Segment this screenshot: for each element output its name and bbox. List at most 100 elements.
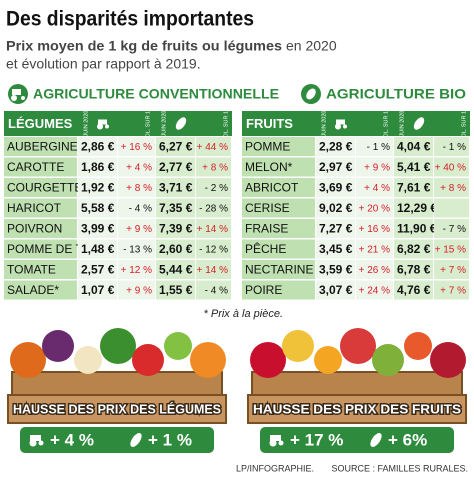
table-cell (316, 260, 355, 279)
table-cell (4, 239, 77, 259)
price: 11,90 € (397, 221, 437, 235)
price: 2,57 € (81, 262, 115, 276)
table-cell (356, 178, 393, 197)
evolution: - 4 % (205, 285, 228, 296)
price: 1,92 € (81, 180, 115, 194)
tractor-icon (97, 123, 103, 130)
table-cell (196, 178, 231, 197)
evolution: + 8 % (440, 183, 466, 194)
tractor-icon (12, 89, 21, 95)
column-header: JUIN 2020 (399, 111, 405, 137)
crate-front (247, 394, 467, 424)
produce (164, 332, 192, 360)
row-label: FRAISE (245, 221, 288, 235)
price: 5,58 € (81, 201, 115, 215)
price: 2,28 € (319, 139, 353, 153)
evolution: - 7 % (443, 224, 466, 235)
tractor-icon (269, 439, 277, 447)
evolution: + 9 % (364, 162, 390, 173)
table-cell (316, 157, 355, 177)
evolution: - 1 % (443, 142, 466, 153)
produce (404, 332, 432, 360)
legend: AGRICULTURE CONVENTIONNELLE AGRICULTURE … (8, 84, 466, 104)
price: 2,60 € (159, 242, 193, 256)
table-cell (78, 219, 117, 238)
table-cell (118, 280, 155, 300)
table-cell (316, 137, 355, 156)
table-cell (316, 239, 355, 259)
row-label: CAROTTE (7, 160, 64, 174)
row-label: ABRICOT (245, 180, 299, 194)
tractor-icon (29, 439, 37, 447)
produce (10, 342, 46, 378)
evolution: + 15 % (435, 244, 467, 255)
column-header: JUIN 2020 (161, 111, 167, 137)
table-cell (356, 137, 393, 156)
crate-title: HAUSSE DES PRIX DES FRUITS (253, 401, 461, 416)
row-label: HARICOT (7, 201, 62, 215)
title: Des disparités importantes (6, 8, 254, 31)
summary-box (20, 427, 214, 453)
table-header (4, 111, 232, 136)
price: 6,82 € (397, 242, 431, 256)
row-label: PÊCHE (245, 241, 286, 256)
evolution: + 4 % (126, 162, 152, 173)
summary-box (260, 427, 454, 453)
price: 3,59 € (319, 262, 353, 276)
table-cell (242, 239, 315, 259)
table-cell (156, 137, 195, 156)
tractor-icon (30, 435, 41, 441)
table-cell (394, 219, 433, 238)
table-cell (78, 239, 117, 259)
evolution: + 20 % (359, 203, 391, 214)
produce (282, 330, 314, 362)
price: 7,35 € (159, 201, 193, 215)
table-cell (196, 260, 231, 279)
evolution: - 13 % (123, 244, 152, 255)
note: * Prix à la pièce. (204, 308, 283, 320)
table-cell (196, 280, 231, 300)
tractor-icon (98, 119, 107, 125)
row-label: COURGETTE (7, 180, 82, 194)
evolution: + 14 % (197, 265, 229, 276)
price: 2,86 € (81, 139, 115, 153)
table-cell (4, 157, 77, 177)
price: 5,41 € (397, 160, 431, 174)
leaf-icon (370, 433, 382, 447)
row-label: MELON* (245, 160, 293, 174)
table-cell (242, 157, 315, 177)
price: 12,29 € (397, 201, 437, 215)
price: 1,55 € (159, 283, 193, 297)
row-label: POIVRON (7, 221, 62, 235)
row-label: TOMATE (7, 262, 56, 276)
price: 4,76 € (397, 283, 431, 297)
evolution: + 4 % (364, 183, 390, 194)
table-cell (118, 198, 155, 218)
table-cell (242, 178, 315, 197)
table-cell (394, 137, 433, 156)
price: 3,45 € (319, 242, 353, 256)
evolution: + 8 % (126, 183, 152, 194)
table-cell (356, 198, 393, 218)
table-cell (394, 157, 433, 177)
evolution: - 28 % (199, 203, 228, 214)
price: 2,77 € (159, 160, 193, 174)
row-label: POMME (245, 139, 290, 153)
leaf-icon (175, 117, 187, 130)
table-cell (196, 219, 231, 238)
table-cell (156, 198, 195, 218)
produce (132, 344, 164, 376)
table-cell (78, 280, 117, 300)
evolution: + 26 % (359, 265, 391, 276)
row-label: SALADE* (7, 283, 59, 297)
column-header: JUIN 2020 (83, 111, 89, 137)
table-title: FRUITS (246, 116, 293, 131)
table-cell (156, 157, 195, 177)
evolution: + 16 % (359, 224, 391, 235)
column-header: ÉVOL. SUR 1 AN (222, 102, 229, 145)
produce (190, 342, 226, 378)
source: SOURCE : FAMILLES RURALES. (331, 463, 468, 473)
summary-bio: + 1 % (148, 430, 192, 449)
table-cell (156, 178, 195, 197)
